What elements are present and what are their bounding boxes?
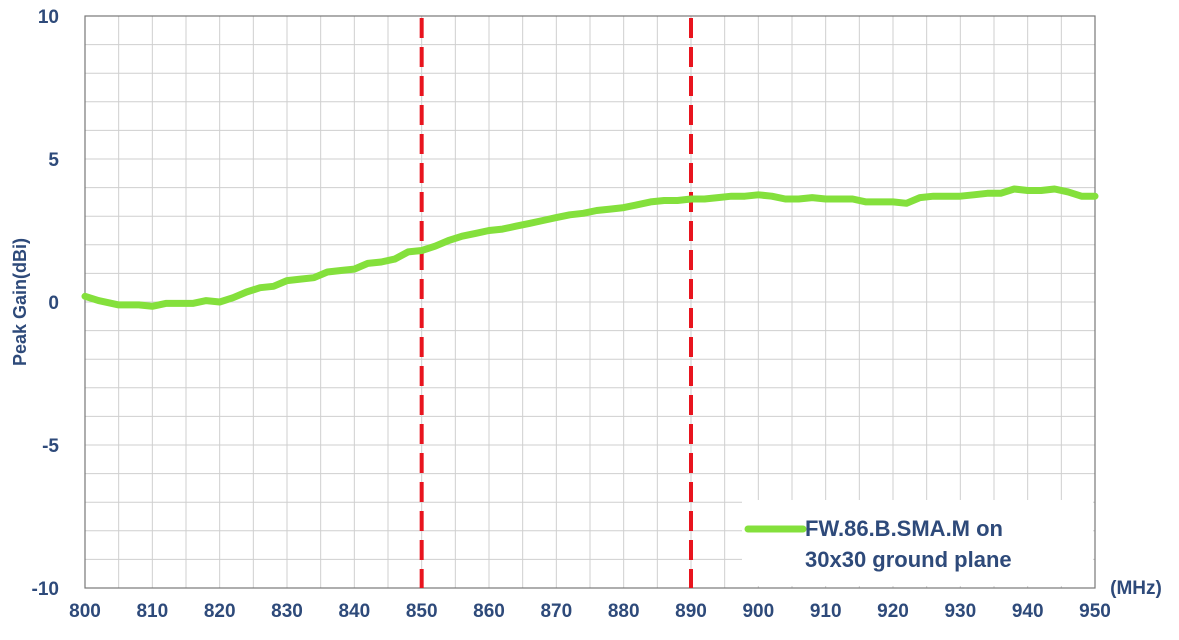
x-tick-label: 820 (204, 601, 236, 622)
grid (84, 15, 1096, 589)
x-tick-label: 870 (540, 601, 572, 622)
y-axis-label: Peak Gain(dBi) (10, 238, 30, 366)
y-tick-label: -5 (42, 436, 59, 457)
plot-border (84, 15, 1096, 589)
legend-label-line-1: FW.86.B.SMA.M on (805, 516, 1003, 541)
y-tick-label: 0 (48, 293, 59, 314)
y-tick-label: -10 (32, 579, 59, 600)
x-tick-label: 810 (136, 601, 168, 622)
series-layer (81, 185, 1099, 310)
y-tick-label: 5 (48, 150, 59, 171)
x-tick-label: 880 (608, 601, 640, 622)
legend-box (742, 500, 1093, 586)
x-tick-label: 850 (406, 601, 438, 622)
x-tick-label: 910 (810, 601, 842, 622)
legend-label-line-2: 30x30 ground plane (805, 547, 1012, 572)
x-tick-label: 940 (1012, 601, 1044, 622)
legend: FW.86.B.SMA.M on 30x30 ground plane (742, 500, 1093, 586)
x-axis-unit: (MHz) (1110, 578, 1162, 599)
x-tick-label: 900 (742, 601, 774, 622)
x-tick-label: 840 (338, 601, 370, 622)
y-tick-label: 10 (38, 7, 59, 28)
series-line (81, 185, 1099, 310)
y-tick-labels: 10 5 0 -5 -10 (32, 7, 60, 600)
x-tick-label: 920 (877, 601, 909, 622)
x-tick-label: 800 (69, 601, 101, 622)
x-tick-label: 890 (675, 601, 707, 622)
x-tick-label: 860 (473, 601, 505, 622)
x-tick-label: 950 (1079, 601, 1111, 622)
x-tick-labels: 800 810 820 830 840 850 860 870 880 890 900 910 920 9… (69, 601, 1111, 622)
x-tick-label: 930 (944, 601, 976, 622)
x-tick-label: 830 (271, 601, 303, 622)
frequency-markers (419, 18, 693, 588)
